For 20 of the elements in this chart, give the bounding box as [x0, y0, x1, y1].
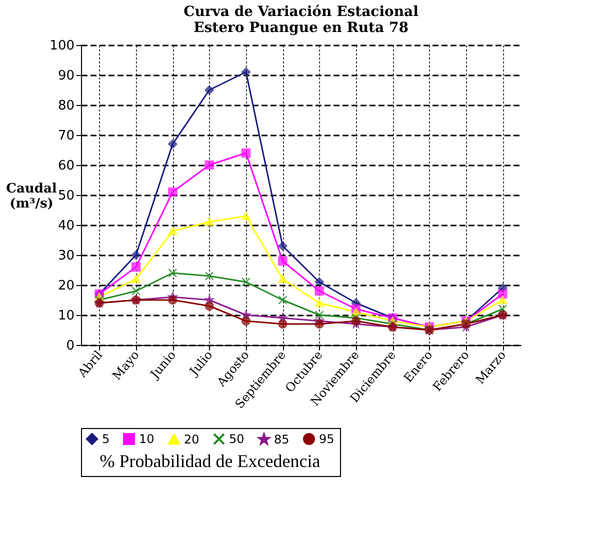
legend-label: 50	[229, 432, 244, 446]
y-tick-label: 60	[58, 158, 74, 174]
y-tick-label: 70	[58, 128, 74, 144]
y-tick-label: 0	[66, 338, 74, 354]
legend-label: 95	[319, 432, 334, 446]
y-tick-label: 30	[58, 248, 74, 264]
y-tick-label: 20	[58, 278, 74, 294]
legend-label: 5	[102, 432, 110, 446]
y-tick-label: 40	[58, 218, 74, 234]
y-axis-title: Caudal (m³/s)	[6, 182, 57, 212]
legend-label: 20	[184, 432, 200, 446]
y-tick-label: 100	[50, 38, 74, 54]
y-tick-label: 10	[58, 308, 74, 324]
y-tick-label: 90	[58, 68, 74, 84]
y-tick-label: 50	[58, 188, 74, 204]
legend-label: 85	[274, 432, 290, 446]
legend-title: % Probabilidad de Excedencia	[100, 451, 320, 471]
chart-title: Curva de Variación Estacional Estero Puangue en Ruta 78	[184, 4, 418, 36]
y-tick-label: 80	[58, 98, 74, 114]
legend-label: 10	[139, 432, 154, 446]
